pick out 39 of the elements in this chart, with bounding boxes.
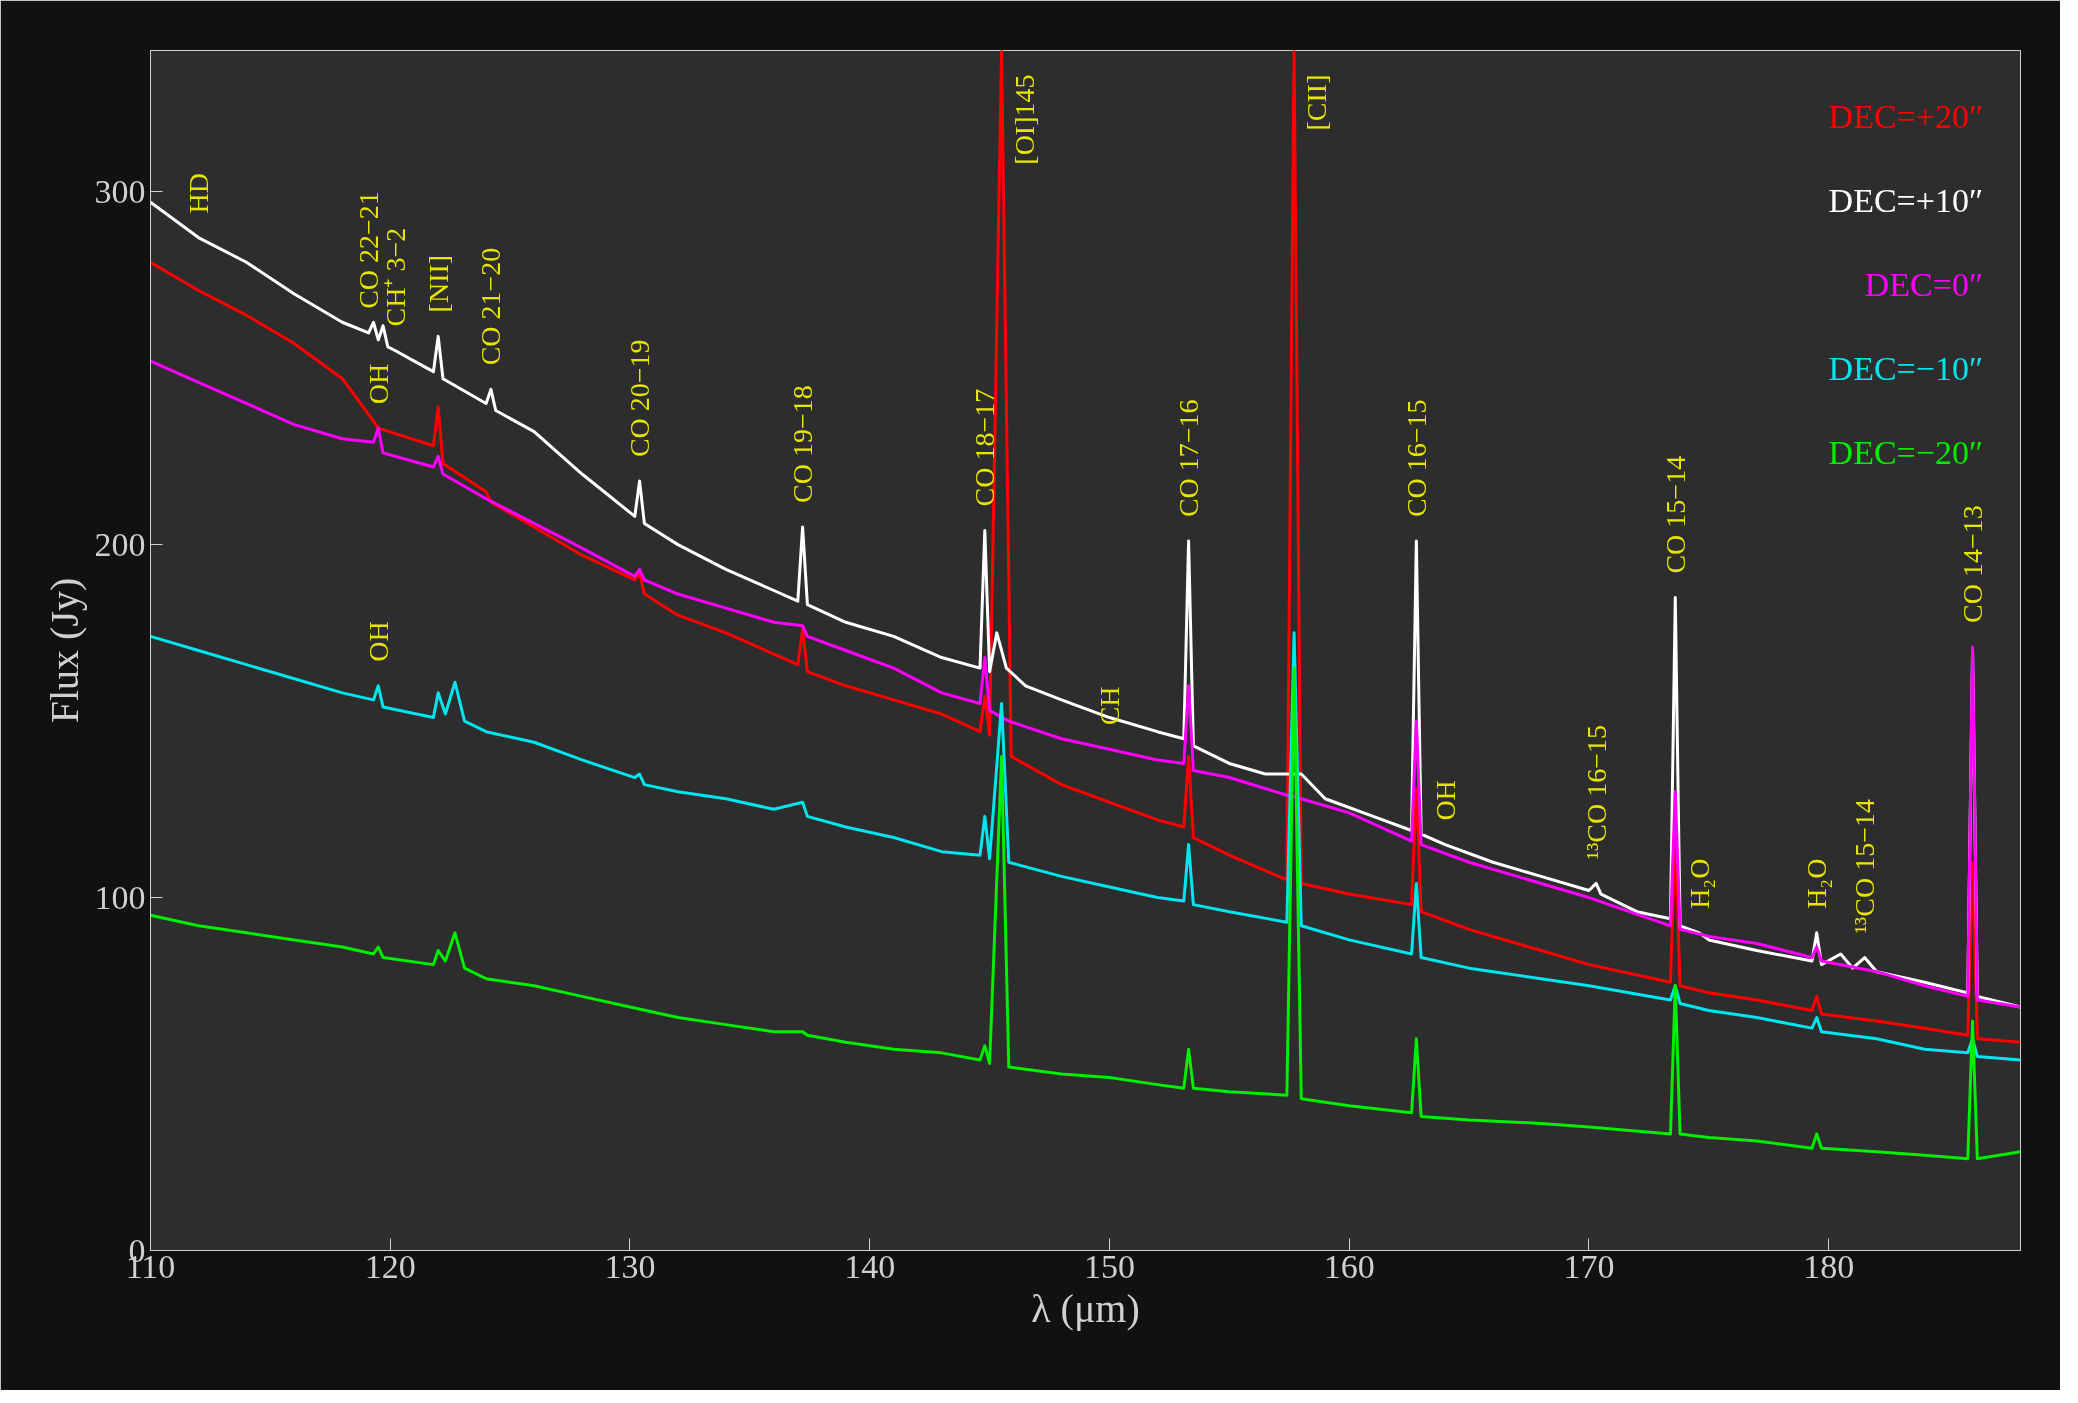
x-axis-title: λ (μm) [1031, 1285, 1140, 1331]
annotation: CH [1093, 686, 1125, 726]
annotation: CO 17−16 [1173, 399, 1205, 518]
annotation: OH [1429, 780, 1461, 821]
y-tick-label: 200 [94, 525, 146, 563]
text: DEC=0″ [1864, 265, 1984, 303]
annotation: [CII] [1301, 74, 1333, 131]
annotation: CO 19−18 [787, 385, 819, 503]
y-tick-label: 300 [94, 172, 146, 210]
y-tick-label: 100 [94, 878, 146, 916]
annotation: [OI]145 [1008, 74, 1040, 165]
text: DEC=+10″ [1828, 181, 1984, 219]
annotation: ¹³CO 15−14 [1849, 799, 1881, 934]
x-tick-label: 170 [1563, 1247, 1615, 1285]
x-tick-label: 120 [364, 1247, 416, 1285]
annotation: CO 21−20 [475, 247, 507, 366]
x-tick-label: 150 [1083, 1247, 1135, 1285]
line-series [150, 50, 2021, 1044]
annotation: [NII] [422, 254, 454, 313]
x-tick-label: 160 [1323, 1247, 1375, 1285]
annotation: CO 15−14 [1659, 455, 1691, 574]
annotation: HD [182, 173, 214, 214]
annotation: OH [362, 621, 394, 662]
y-axis-title: Flux (Jy) [41, 577, 87, 724]
text: DEC=+20″ [1828, 97, 1984, 135]
text: DEC=−20″ [1828, 433, 1984, 471]
line-series [150, 666, 2021, 1161]
annotation: H₂O [1683, 858, 1715, 909]
annotation: OH [362, 363, 394, 405]
annotation: CO 18−17 [969, 388, 1001, 507]
x-tick-label: 140 [844, 1247, 896, 1285]
annotation: ¹³CO 16−15 [1580, 724, 1612, 860]
text: DEC=−10″ [1828, 349, 1984, 387]
annotation: CO 20−19 [624, 339, 656, 458]
annotation: CO 16−15 [1400, 399, 1432, 518]
annotation: H₂O [1801, 858, 1833, 909]
x-tick-label: 130 [604, 1247, 656, 1285]
annotation: CO 14−13 [1957, 505, 1989, 623]
x-tick-label: 180 [1803, 1247, 1855, 1285]
